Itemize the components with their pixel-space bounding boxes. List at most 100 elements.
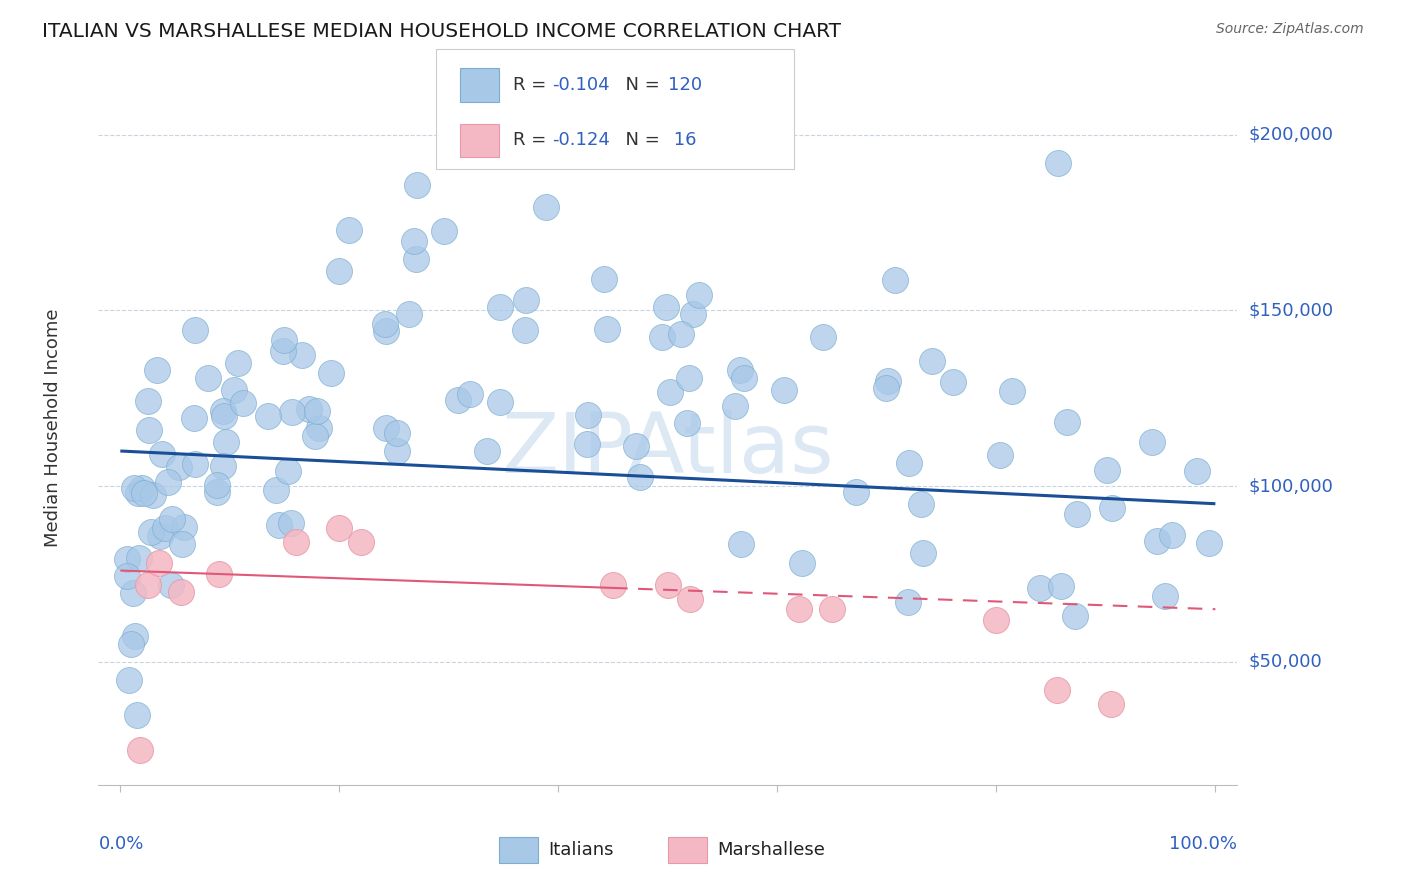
- Point: [132, 486, 155, 500]
- Point: [120, 637, 142, 651]
- Point: [183, 410, 205, 425]
- Point: [406, 178, 429, 192]
- Point: [773, 383, 796, 397]
- Point: [232, 396, 254, 410]
- Text: ITALIAN VS MARSHALLESE MEDIAN HOUSEHOLD INCOME CORRELATION CHART: ITALIAN VS MARSHALLESE MEDIAN HOUSEHOLD …: [42, 22, 841, 41]
- Point: [1185, 464, 1208, 478]
- Point: [877, 374, 900, 388]
- Point: [1095, 463, 1118, 477]
- Point: [284, 535, 307, 549]
- Point: [733, 370, 755, 384]
- Point: [298, 402, 321, 417]
- Text: R =: R =: [513, 76, 553, 94]
- Point: [129, 743, 152, 757]
- Text: 100.0%: 100.0%: [1170, 835, 1237, 853]
- Point: [226, 356, 249, 370]
- Point: [1146, 533, 1168, 548]
- Point: [122, 481, 145, 495]
- Point: [821, 602, 844, 616]
- Point: [153, 521, 176, 535]
- Point: [675, 417, 697, 431]
- Point: [678, 371, 700, 385]
- Text: $150,000: $150,000: [1249, 301, 1333, 319]
- Point: [281, 405, 304, 419]
- Point: [1198, 536, 1220, 550]
- Point: [291, 347, 314, 361]
- Point: [576, 408, 599, 422]
- Point: [602, 577, 624, 591]
- Point: [304, 428, 326, 442]
- Point: [1154, 590, 1177, 604]
- Point: [339, 223, 361, 237]
- Text: $100,000: $100,000: [1249, 477, 1333, 495]
- Point: [884, 273, 907, 287]
- Point: [115, 569, 138, 583]
- Point: [657, 577, 679, 591]
- Point: [844, 484, 866, 499]
- Text: N =: N =: [614, 76, 666, 94]
- Point: [488, 300, 510, 314]
- Point: [433, 224, 456, 238]
- Point: [787, 602, 810, 616]
- Point: [1046, 155, 1069, 169]
- Point: [150, 447, 173, 461]
- Point: [385, 444, 408, 458]
- Point: [534, 200, 557, 214]
- Point: [724, 399, 747, 413]
- Point: [1099, 697, 1122, 711]
- Point: [596, 322, 619, 336]
- Point: [1140, 435, 1163, 450]
- Point: [138, 423, 160, 437]
- Point: [374, 324, 396, 338]
- Point: [1161, 528, 1184, 542]
- Point: [173, 520, 195, 534]
- Text: 16: 16: [668, 131, 696, 150]
- Point: [305, 403, 328, 417]
- Text: -0.124: -0.124: [553, 131, 610, 150]
- Point: [921, 354, 943, 368]
- Text: 120: 120: [668, 76, 702, 94]
- Point: [350, 535, 373, 549]
- Point: [308, 421, 330, 435]
- Point: [160, 577, 183, 591]
- Point: [385, 425, 408, 440]
- Point: [277, 464, 299, 478]
- Point: [679, 591, 702, 606]
- Text: -0.104: -0.104: [553, 76, 610, 94]
- Point: [271, 344, 294, 359]
- Point: [212, 409, 235, 423]
- Point: [122, 586, 145, 600]
- Text: Source: ZipAtlas.com: Source: ZipAtlas.com: [1216, 22, 1364, 37]
- Point: [1029, 581, 1052, 595]
- Point: [624, 439, 647, 453]
- Point: [273, 334, 295, 348]
- Point: [160, 512, 183, 526]
- Point: [910, 497, 932, 511]
- Point: [1056, 415, 1078, 429]
- Text: Italians: Italians: [548, 841, 614, 859]
- Point: [280, 516, 302, 530]
- Point: [515, 293, 537, 308]
- Point: [149, 529, 172, 543]
- Point: [576, 437, 599, 451]
- Text: $50,000: $50,000: [1249, 653, 1322, 671]
- Point: [405, 252, 427, 266]
- Point: [222, 384, 245, 398]
- Point: [148, 557, 170, 571]
- Point: [256, 409, 278, 423]
- Point: [328, 521, 350, 535]
- Point: [139, 524, 162, 539]
- Point: [167, 460, 190, 475]
- Point: [811, 330, 834, 344]
- Point: [655, 300, 678, 314]
- Text: 0.0%: 0.0%: [98, 835, 143, 853]
- Point: [446, 392, 468, 407]
- Point: [183, 458, 205, 472]
- Point: [127, 486, 149, 500]
- Point: [404, 234, 426, 248]
- Text: N =: N =: [614, 131, 666, 150]
- Text: Marshallese: Marshallese: [717, 841, 825, 859]
- Point: [593, 272, 616, 286]
- Point: [1064, 608, 1087, 623]
- Point: [169, 584, 191, 599]
